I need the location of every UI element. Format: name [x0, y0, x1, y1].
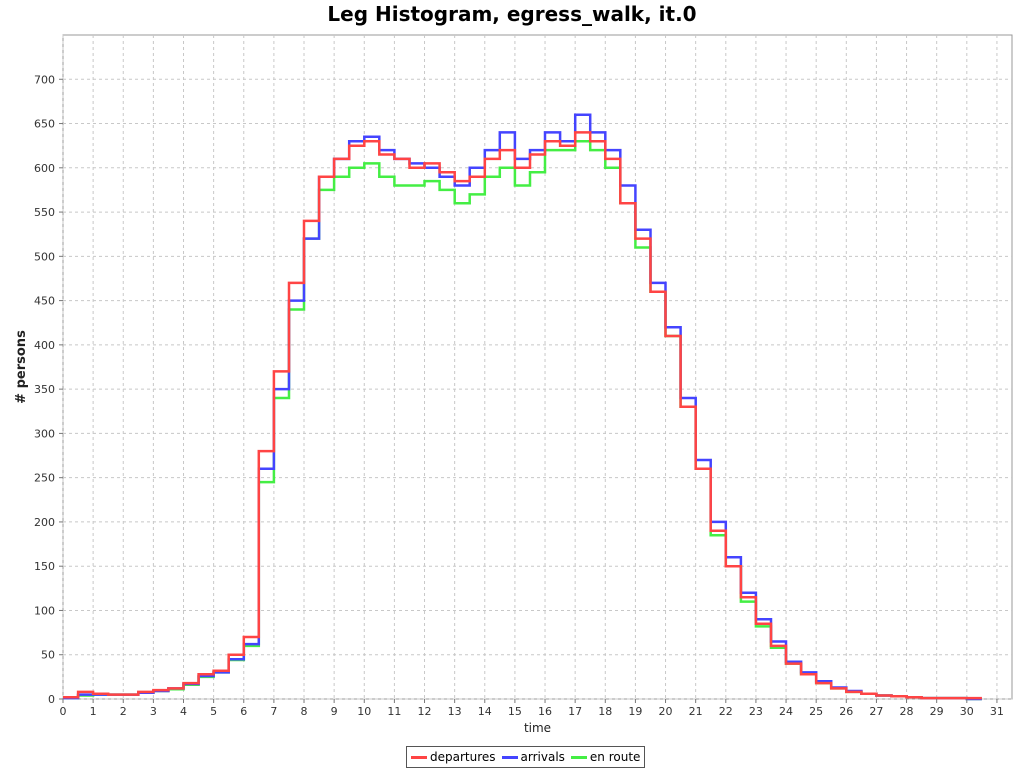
x-tick-label: 14 [478, 705, 492, 718]
y-tick-label: 550 [34, 206, 55, 219]
y-axis: 0 50 100 150 200 250 300 350 400 450 500 550 600 650 7… [34, 73, 63, 706]
x-tick-label: 15 [508, 705, 522, 718]
legend-item: departures [411, 750, 496, 764]
x-axis-label: time [524, 721, 551, 735]
y-tick-label: 400 [34, 339, 55, 352]
x-tick-label: 16 [538, 705, 552, 718]
y-tick-label: 200 [34, 516, 55, 529]
x-tick-label: 11 [387, 705, 401, 718]
x-tick-label: 9 [331, 705, 338, 718]
x-tick-label: 31 [990, 705, 1004, 718]
gridlines [62, 35, 1012, 700]
x-axis: 0 1 2 3 4 5 6 7 8 9 10 11 12 13 14 15 16 17 18 19 20 21 22 23 24… [60, 699, 1004, 718]
legend: departures arrivals en route [406, 746, 646, 768]
x-tick-label: 3 [150, 705, 157, 718]
legend-item: arrivals [501, 750, 565, 764]
y-tick-label: 500 [34, 250, 55, 263]
x-tick-label: 10 [357, 705, 371, 718]
y-tick-label: 700 [34, 73, 55, 86]
series-layer [63, 113, 982, 701]
legend-swatch [501, 755, 518, 759]
chart-title: Leg Histogram, egress_walk, it.0 [327, 2, 697, 26]
y-tick-label: 450 [34, 295, 55, 308]
legend-swatch [570, 755, 587, 759]
y-axis-label: # persons [14, 330, 29, 404]
y-tick-label: 350 [34, 383, 55, 396]
x-tick-label: 13 [448, 705, 462, 718]
x-tick-label: 5 [210, 705, 217, 718]
x-tick-label: 6 [240, 705, 247, 718]
x-tick-label: 28 [900, 705, 914, 718]
x-tick-label: 8 [301, 705, 308, 718]
legend-label: departures [430, 750, 496, 764]
x-tick-label: 2 [120, 705, 127, 718]
y-tick-label: 300 [34, 427, 55, 440]
y-tick-label: 250 [34, 472, 55, 485]
legend-label: arrivals [520, 750, 565, 764]
x-tick-label: 25 [809, 705, 823, 718]
legend-label: en route [589, 750, 641, 764]
x-tick-label: 23 [749, 705, 763, 718]
x-tick-label: 12 [418, 705, 432, 718]
x-tick-label: 0 [60, 705, 67, 718]
x-tick-label: 26 [839, 705, 853, 718]
x-tick-label: 29 [930, 705, 944, 718]
plot-area [62, 34, 1013, 700]
x-tick-label: 20 [659, 705, 673, 718]
legend-swatch [411, 755, 427, 759]
x-tick-label: 4 [180, 705, 187, 718]
legend-item: en route [570, 750, 641, 764]
x-tick-label: 19 [628, 705, 642, 718]
y-tick-label: 0 [48, 693, 55, 706]
y-tick-label: 650 [34, 118, 55, 131]
x-tick-label: 22 [719, 705, 733, 718]
y-tick-label: 100 [34, 604, 55, 617]
x-tick-label: 24 [779, 705, 793, 718]
x-tick-label: 17 [568, 705, 582, 718]
x-tick-label: 1 [90, 705, 97, 718]
y-tick-label: 50 [41, 649, 55, 662]
x-tick-label: 7 [270, 705, 277, 718]
x-tick-label: 21 [689, 705, 703, 718]
x-tick-label: 27 [869, 705, 883, 718]
series-line-departures [63, 131, 982, 700]
chart-svg: 0 1 2 3 4 5 6 7 8 9 10 11 12 13 14 15 16 17 18 19 20 21 22 23 24… [14, 34, 1013, 735]
x-tick-label: 30 [960, 705, 974, 718]
y-tick-label: 150 [34, 560, 55, 573]
y-tick-label: 600 [34, 162, 55, 175]
x-tick-label: 18 [598, 705, 612, 718]
